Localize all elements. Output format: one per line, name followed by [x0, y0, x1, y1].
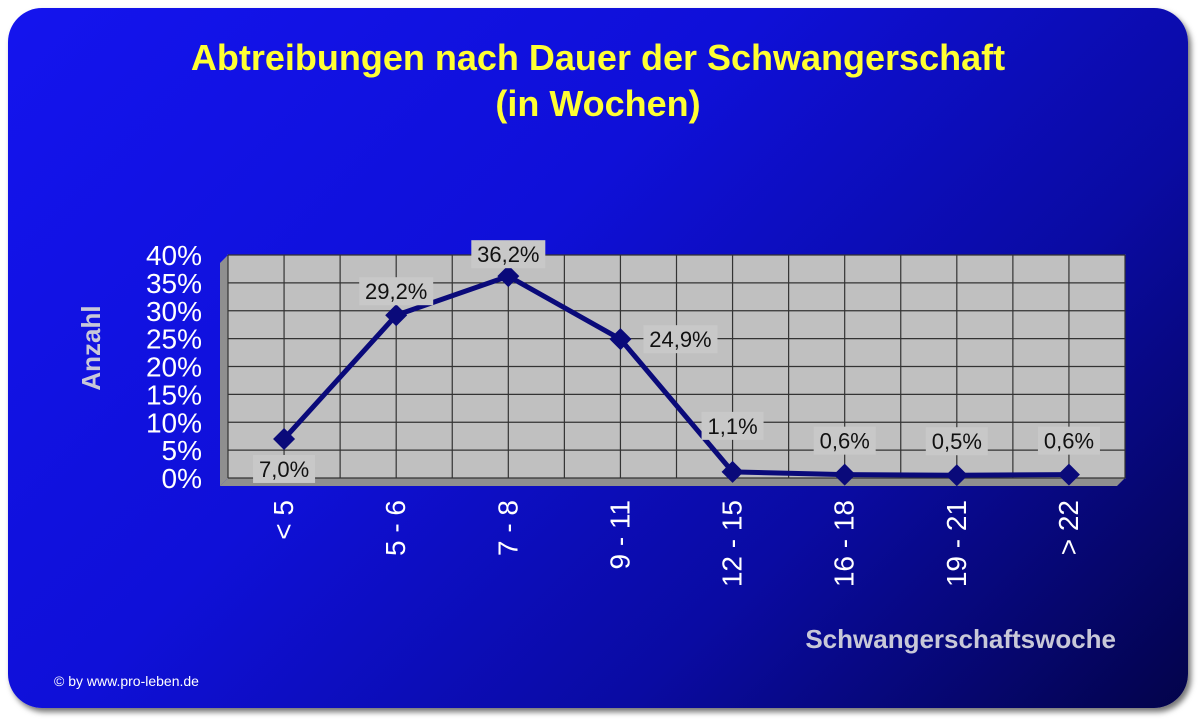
data-point-marker: [497, 265, 520, 288]
data-point-marker: [609, 328, 632, 351]
x-tick-label: 5 - 6: [380, 500, 411, 556]
data-label-box: [701, 411, 764, 440]
x-tick-label: 16 - 18: [829, 500, 860, 587]
y-tick-label: 0%: [162, 463, 202, 494]
x-tick-label: < 5: [268, 500, 299, 540]
data-label: 1,1%: [707, 414, 757, 439]
y-axis-label: Anzahl: [76, 305, 106, 390]
plot-side-wall: [220, 255, 228, 486]
data-label-box: [813, 426, 876, 455]
data-label: 0,5%: [932, 429, 982, 454]
data-point-marker: [721, 460, 744, 483]
plot-floor: [220, 478, 1125, 486]
data-label: 0,6%: [1044, 429, 1094, 454]
chart-title-line-2: (in Wochen): [495, 83, 700, 124]
x-tick-label: 7 - 8: [492, 500, 523, 556]
x-tick-label: > 22: [1053, 500, 1084, 555]
data-point-marker: [273, 427, 296, 450]
data-point-marker: [1057, 463, 1080, 486]
y-tick-label: 5%: [162, 435, 202, 466]
y-tick-label: 35%: [146, 268, 202, 299]
data-label-box: [359, 277, 434, 306]
data-label: 24,9%: [649, 327, 711, 352]
copyright-credit: © by www.pro-leben.de: [54, 673, 199, 689]
data-label: 7,0%: [259, 457, 309, 482]
data-label-box: [471, 240, 546, 269]
chart-title-line-1: Abtreibungen nach Dauer der Schwangersch…: [191, 37, 1005, 78]
y-tick-label: 40%: [146, 240, 202, 271]
x-tick-label: 19 - 21: [941, 500, 972, 587]
chart-card: Abtreibungen nach Dauer der Schwangersch…: [8, 8, 1188, 708]
y-tick-label: 15%: [146, 379, 202, 410]
data-label: 29,2%: [365, 279, 427, 304]
data-label: 36,2%: [477, 242, 539, 267]
data-point-marker: [385, 304, 408, 327]
line-chart: Abtreibungen nach Dauer der Schwangersch…: [54, 37, 1126, 689]
y-tick-label: 10%: [146, 407, 202, 438]
data-label-box: [1037, 426, 1100, 455]
data-point-marker: [945, 464, 968, 487]
y-tick-label: 20%: [146, 352, 202, 383]
y-tick-label: 30%: [146, 296, 202, 327]
x-axis-label: Schwangerschaftswoche: [805, 624, 1116, 654]
y-tick-label: 25%: [146, 324, 202, 355]
data-label-box: [925, 427, 988, 456]
x-tick-label: 9 - 11: [604, 500, 635, 570]
data-point-marker: [833, 463, 856, 486]
data-label-box: [643, 325, 718, 354]
series-line: [282, 273, 1069, 478]
data-label: 0,6%: [820, 429, 870, 454]
data-label-box: [253, 454, 316, 483]
x-tick-label: 12 - 15: [717, 500, 748, 587]
